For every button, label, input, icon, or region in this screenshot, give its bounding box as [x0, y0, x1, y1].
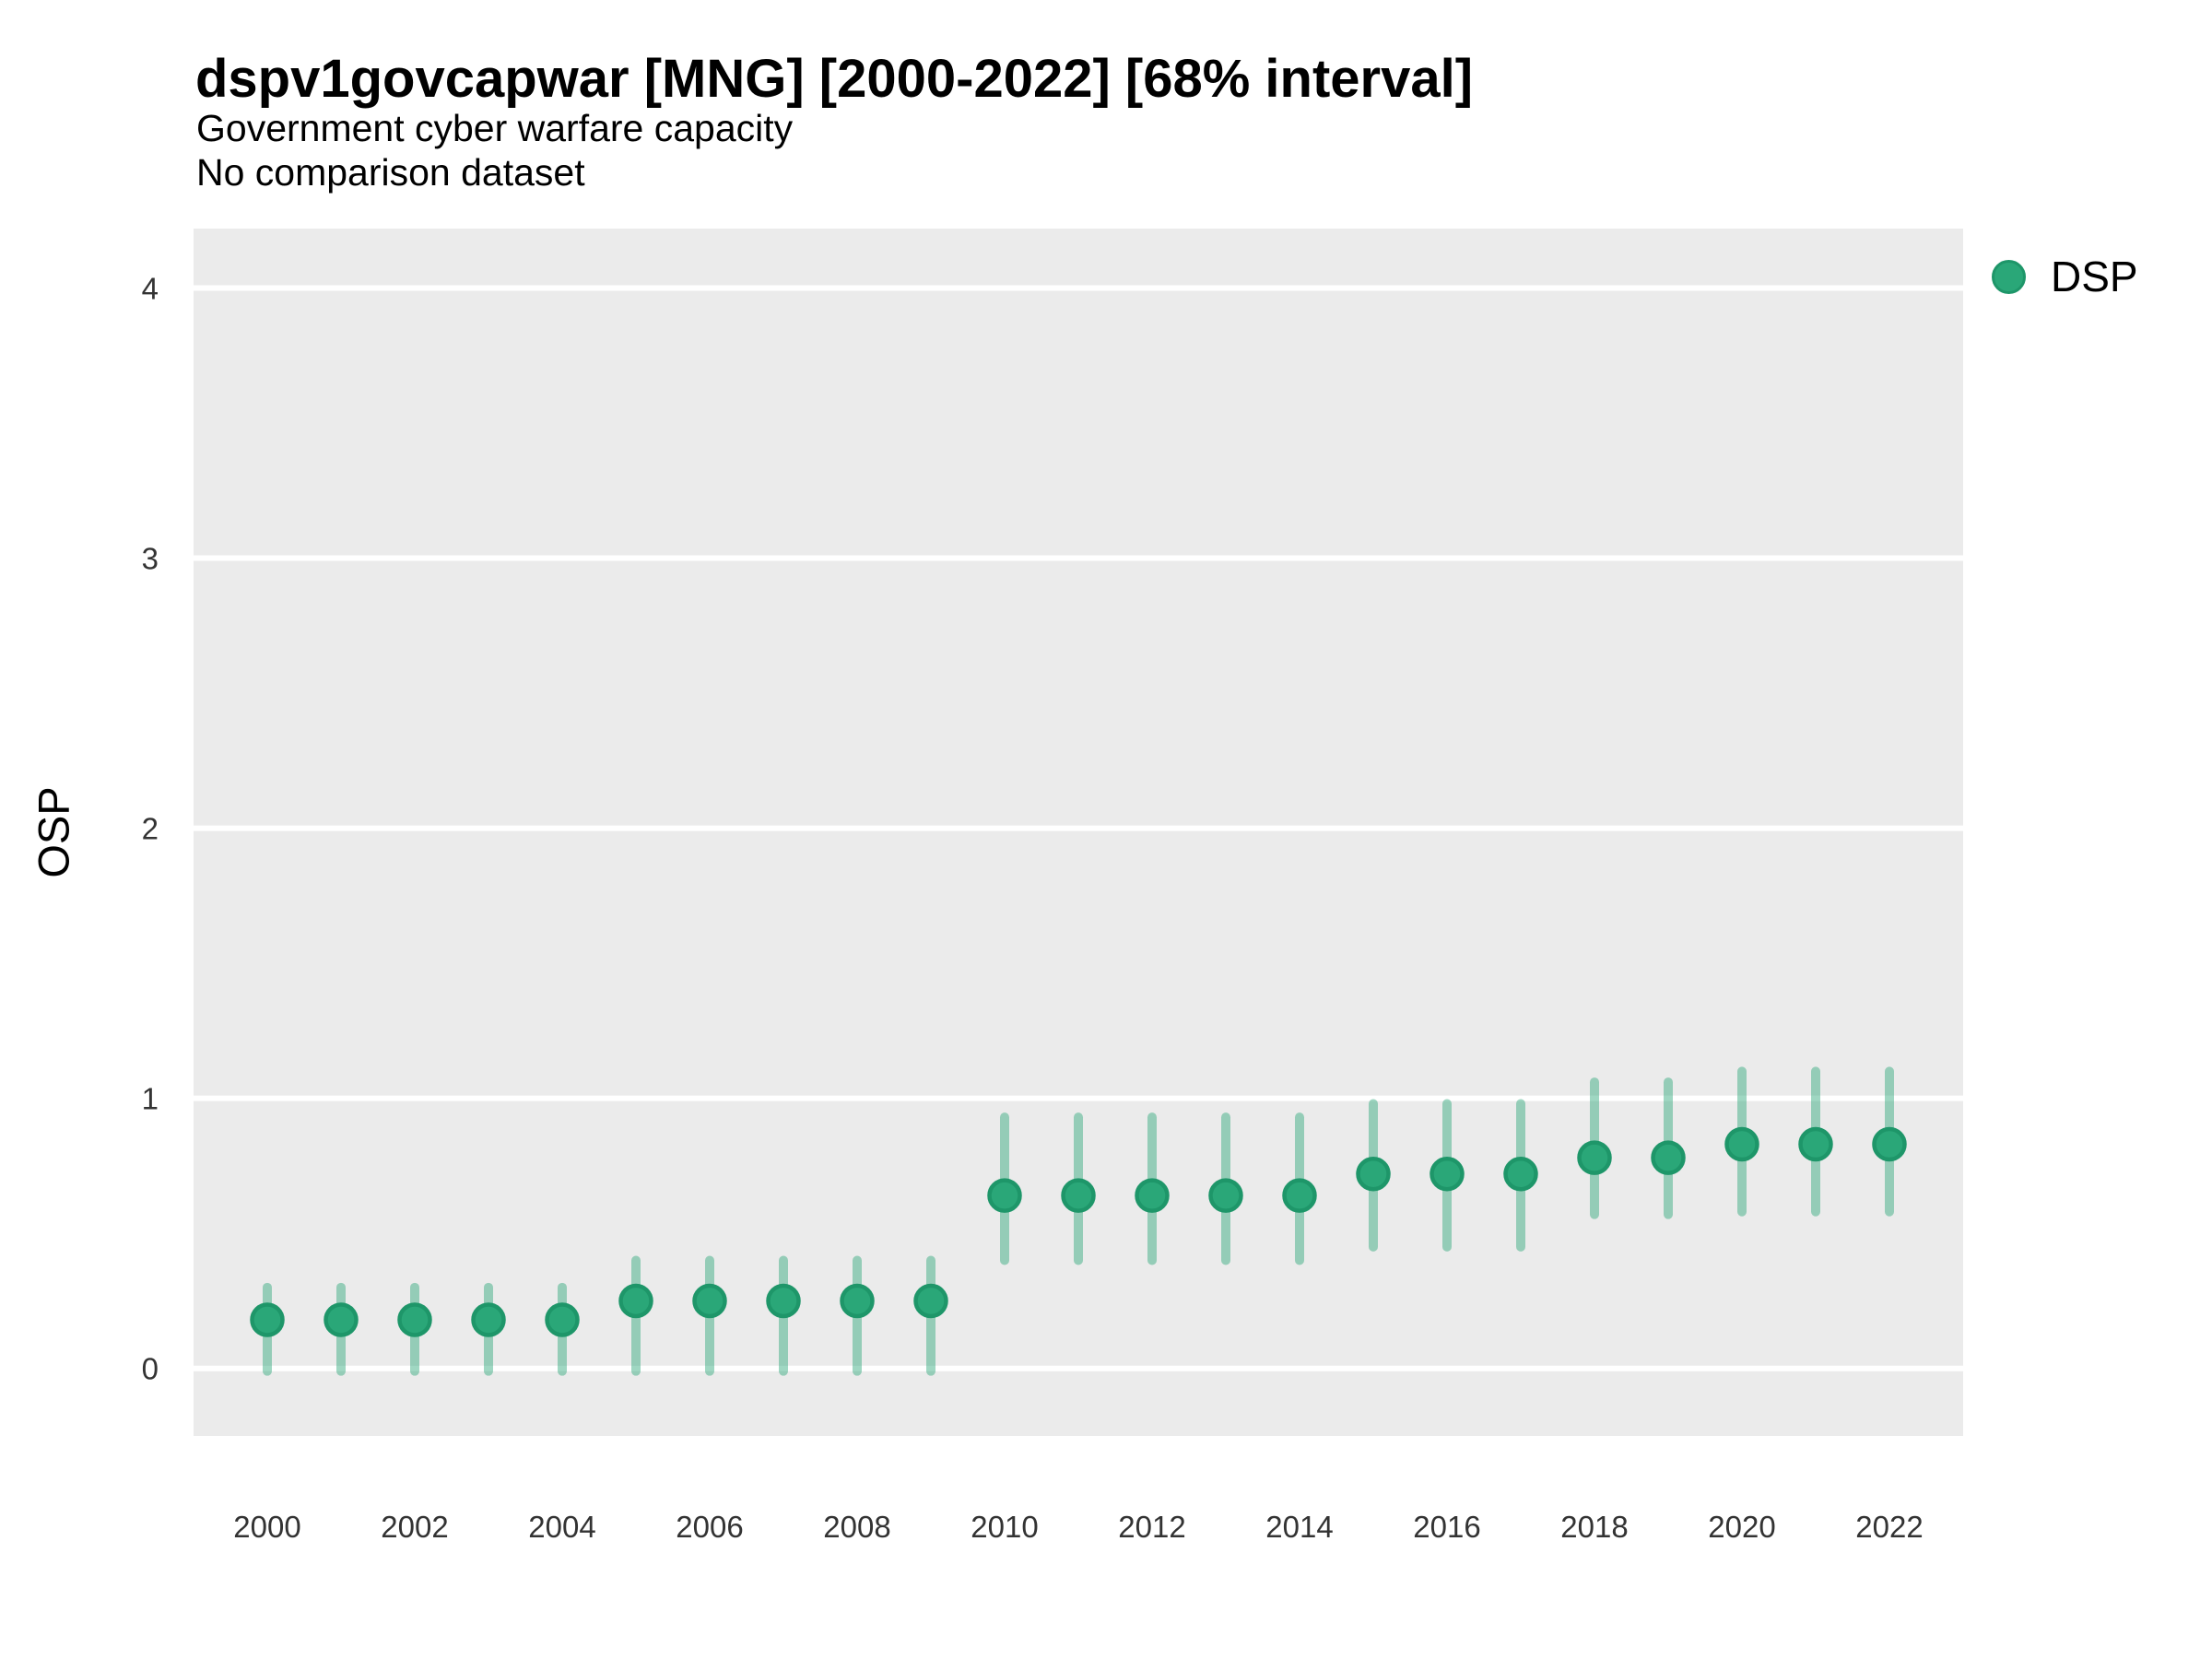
- y-tick-label-3: 3: [142, 542, 159, 576]
- data-point-2014: [1282, 1178, 1317, 1213]
- legend-point-icon: [1992, 259, 2026, 294]
- x-tick-label-2016: 2016: [1413, 1510, 1480, 1544]
- y-tick-label-1: 1: [142, 1082, 159, 1116]
- data-point-2011: [1061, 1178, 1096, 1213]
- data-point-2006: [692, 1283, 727, 1319]
- data-point-2005: [618, 1283, 653, 1319]
- x-tick-label-2008: 2008: [823, 1510, 890, 1544]
- x-tick-label-2000: 2000: [233, 1510, 300, 1544]
- plot-panel: [194, 229, 1963, 1436]
- data-point-2002: [397, 1302, 432, 1337]
- data-point-2013: [1208, 1178, 1243, 1213]
- data-point-2009: [913, 1283, 948, 1319]
- data-point-2019: [1651, 1140, 1686, 1175]
- data-point-2007: [766, 1283, 801, 1319]
- y-tick-label-0: 0: [142, 1352, 159, 1386]
- data-point-2018: [1577, 1140, 1612, 1175]
- data-point-2000: [250, 1302, 285, 1337]
- data-point-2012: [1135, 1178, 1170, 1213]
- x-tick-label-2012: 2012: [1118, 1510, 1185, 1544]
- x-tick-label-2022: 2022: [1855, 1510, 1923, 1544]
- y-tick-label-2: 2: [142, 812, 159, 846]
- data-point-2010: [987, 1178, 1022, 1213]
- legend: DSP: [1992, 255, 2138, 298]
- data-point-2004: [545, 1302, 580, 1337]
- x-tick-label-2004: 2004: [528, 1510, 595, 1544]
- x-tick-label-2018: 2018: [1560, 1510, 1628, 1544]
- data-point-2015: [1356, 1156, 1391, 1192]
- comparison-note: No comparison dataset: [196, 151, 585, 194]
- x-tick-label-2010: 2010: [971, 1510, 1038, 1544]
- page-subtitle: Government cyber warfare capacity: [196, 107, 794, 149]
- data-point-2008: [840, 1283, 875, 1319]
- x-tick-label-2020: 2020: [1708, 1510, 1775, 1544]
- legend-label: DSP: [2051, 253, 2138, 300]
- data-point-2003: [471, 1302, 506, 1337]
- y-tick-label-4: 4: [142, 271, 159, 305]
- x-tick-label-2014: 2014: [1265, 1510, 1333, 1544]
- data-point-2001: [324, 1302, 359, 1337]
- x-tick-label-2002: 2002: [381, 1510, 448, 1544]
- data-point-2021: [1798, 1126, 1833, 1162]
- x-tick-label-2006: 2006: [676, 1510, 743, 1544]
- data-point-2017: [1503, 1156, 1538, 1192]
- data-point-2022: [1872, 1126, 1907, 1162]
- page-title: dspv1govcapwar [MNG] [2000-2022] [68% in…: [195, 49, 1474, 109]
- data-point-2020: [1724, 1126, 1759, 1162]
- data-point-2016: [1430, 1156, 1465, 1192]
